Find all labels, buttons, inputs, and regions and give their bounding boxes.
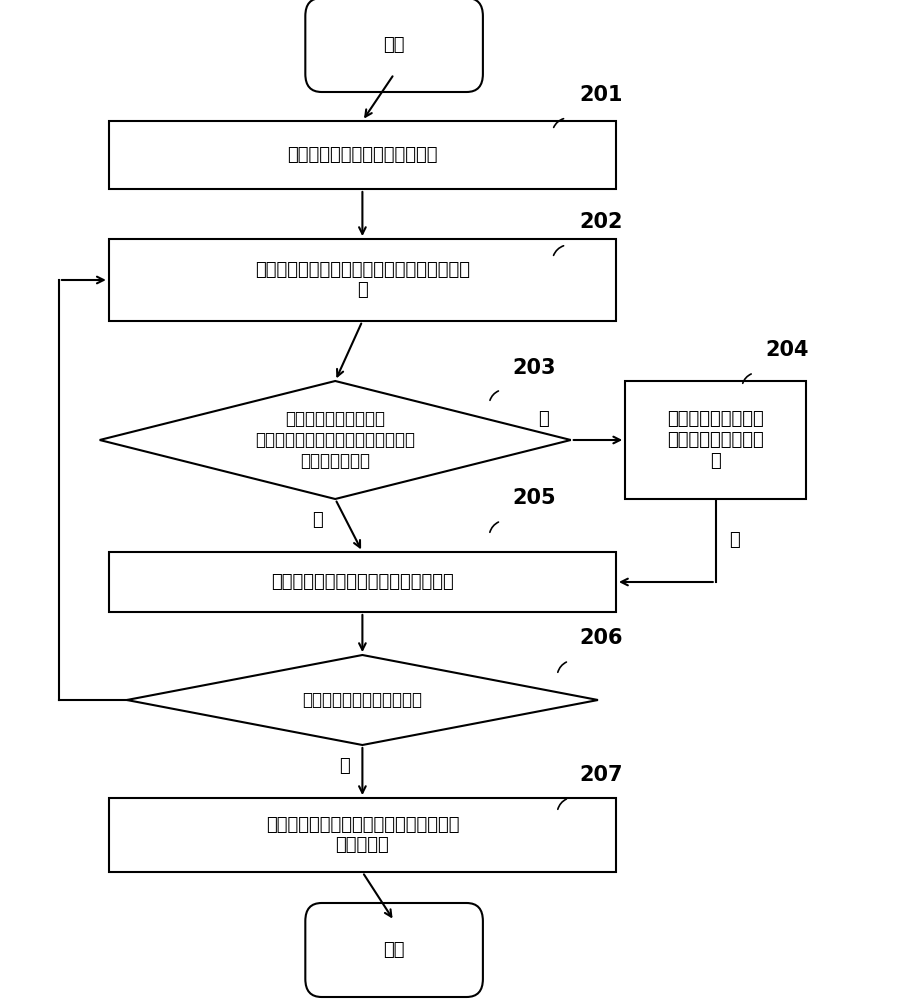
Text: 结束: 结束 bbox=[383, 941, 405, 959]
Text: 是: 是 bbox=[538, 410, 549, 428]
Text: 将符合一级阈值的邻域设定为骨头组织: 将符合一级阈值的邻域设定为骨头组织 bbox=[271, 573, 454, 591]
Text: 206: 206 bbox=[580, 628, 623, 648]
Text: 203: 203 bbox=[512, 358, 555, 378]
Text: 201: 201 bbox=[580, 85, 623, 105]
Text: 否: 否 bbox=[312, 511, 323, 529]
Text: 从生长点序列移出生长点并设定该点为骨头组
织: 从生长点序列移出生长点并设定该点为骨头组 织 bbox=[255, 261, 470, 299]
Bar bbox=[109, 552, 616, 612]
Polygon shape bbox=[127, 655, 598, 745]
Text: 205: 205 bbox=[512, 488, 555, 508]
Text: 否: 否 bbox=[729, 532, 740, 550]
FancyBboxPatch shape bbox=[305, 903, 483, 997]
Text: 生长点周围多个邻域内
的点是否符合一级、二级与边界阈值
的复合判断条件: 生长点周围多个邻域内 的点是否符合一级、二级与边界阈值 的复合判断条件 bbox=[255, 410, 415, 470]
Bar bbox=[109, 798, 616, 872]
Text: 204: 204 bbox=[766, 340, 809, 360]
Polygon shape bbox=[100, 381, 571, 499]
Bar bbox=[625, 381, 806, 499]
FancyBboxPatch shape bbox=[305, 0, 483, 92]
Text: 结束骨头生长并获得属于骨头组织像素点
的个数总和: 结束骨头生长并获得属于骨头组织像素点 的个数总和 bbox=[265, 816, 459, 854]
Text: 202: 202 bbox=[580, 212, 623, 232]
Bar bbox=[109, 121, 616, 189]
Text: 开始: 开始 bbox=[383, 36, 405, 54]
Text: 将种子点放进一骨头生长点序列: 将种子点放进一骨头生长点序列 bbox=[287, 146, 438, 164]
Bar bbox=[109, 239, 616, 321]
Text: 生长点序列是否还有生长点: 生长点序列是否还有生长点 bbox=[303, 691, 422, 709]
Text: 将符合复合判断条件
的邻域放进生长点序
列: 将符合复合判断条件 的邻域放进生长点序 列 bbox=[668, 410, 764, 470]
Text: 207: 207 bbox=[580, 765, 623, 785]
Text: 是: 是 bbox=[339, 757, 350, 775]
